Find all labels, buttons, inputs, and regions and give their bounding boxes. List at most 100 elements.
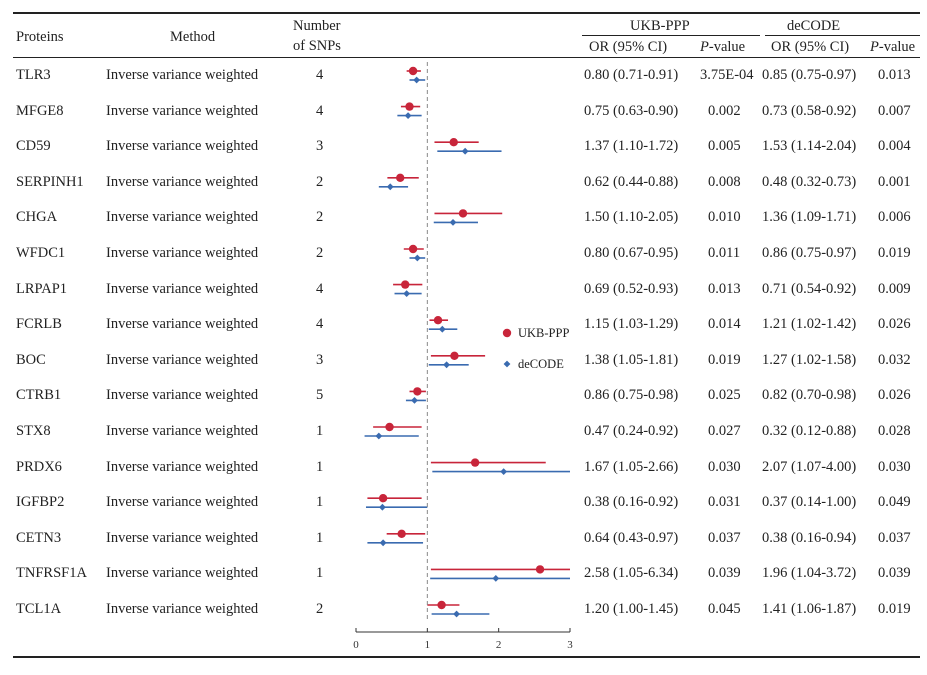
ukb-point <box>433 316 443 325</box>
ukb-pvalue: 0.031 <box>708 494 741 511</box>
decode-or-ci: 1.53 (1.14-2.04) <box>762 138 857 155</box>
decode-pvalue: 0.049 <box>878 494 911 511</box>
ukb-or-ci: 2.58 (1.05-6.34) <box>584 565 679 582</box>
snp-count: 4 <box>316 280 324 297</box>
ukb-pvalue: 0.005 <box>708 138 741 155</box>
decode-point <box>386 183 394 191</box>
ukb-or-ci: 1.50 (1.10-2.05) <box>584 209 679 226</box>
decode-or-ci: 0.73 (0.58-0.92) <box>762 102 857 119</box>
ukb-pvalue: 0.037 <box>708 529 741 546</box>
ukb-pvalue: 0.014 <box>708 316 741 333</box>
decode-point <box>500 468 508 475</box>
decode-point <box>404 112 412 119</box>
decode-or-ci: 2.07 (1.07-4.00) <box>762 458 857 475</box>
decode-pvalue: 0.030 <box>878 458 911 475</box>
decode-pvalue: 0.039 <box>878 565 911 582</box>
ukb-pvalue: 3.75E-04 <box>700 67 754 83</box>
x-tick-label: 2 <box>496 639 502 651</box>
ukb-or-ci: 1.67 (1.05-2.66) <box>584 458 679 475</box>
decode-pvalue: 0.032 <box>878 351 911 368</box>
header-decode-group: deCODE <box>787 18 841 34</box>
decode-or-ci: 0.85 (0.75-0.97) <box>762 67 857 83</box>
ukb-point <box>385 422 394 432</box>
ukb-point <box>470 458 480 467</box>
snp-count: 4 <box>316 316 324 333</box>
ukb-pvalue: 0.011 <box>708 245 741 261</box>
method-text: Inverse variance weighted <box>106 245 259 261</box>
ukb-point <box>437 600 446 610</box>
snp-count: 4 <box>316 102 324 119</box>
ukb-point <box>405 102 414 111</box>
decode-point <box>411 397 418 404</box>
decode-or-ci: 0.32 (0.12-0.88) <box>762 423 857 439</box>
ukb-or-ci: 1.37 (1.10-1.72) <box>584 138 679 155</box>
decode-pvalue: 0.037 <box>878 529 911 546</box>
ukb-point <box>408 66 418 76</box>
protein-name: CTRB1 <box>16 387 62 404</box>
header-method: Method <box>170 29 216 45</box>
snp-count: 2 <box>316 601 324 617</box>
method-text: Inverse variance weighted <box>106 423 259 439</box>
snp-count: 1 <box>316 565 324 582</box>
protein-name: CHGA <box>16 209 58 226</box>
method-text: Inverse variance weighted <box>106 494 259 511</box>
header-snps-line1: Number <box>293 18 341 34</box>
decode-or-ci: 0.86 (0.75-0.97) <box>762 245 857 261</box>
header-decode-pvalue-p: P <box>870 39 879 55</box>
header-ukb-pvalue: P-value <box>700 40 745 55</box>
decode-or-ci: 0.82 (0.70-0.98) <box>762 387 857 404</box>
method-text: Inverse variance weighted <box>106 316 259 333</box>
decode-pvalue: 0.019 <box>878 245 911 261</box>
top-rule <box>13 12 920 14</box>
method-text: Inverse variance weighted <box>106 387 259 404</box>
ukb-or-ci: 0.75 (0.63-0.90) <box>584 102 679 119</box>
ukb-point <box>535 565 545 574</box>
snp-count: 2 <box>316 173 324 190</box>
decode-pvalue: 0.026 <box>878 316 911 333</box>
header-proteins: Proteins <box>16 29 64 45</box>
decode-or-ci: 0.37 (0.14-1.00) <box>762 494 857 511</box>
protein-name: LRPAP1 <box>16 280 68 297</box>
method-text: Inverse variance weighted <box>106 102 259 119</box>
header-decode-orci: OR (95% CI) <box>771 39 850 55</box>
decode-point <box>438 325 446 333</box>
protein-name: MFGE8 <box>16 102 64 119</box>
decode-point <box>378 503 386 511</box>
method-text: Inverse variance weighted <box>106 529 259 546</box>
ukb-point <box>396 173 405 182</box>
protein-name: STX8 <box>16 423 51 439</box>
header-ukb-pvalue-p: P <box>700 39 709 55</box>
protein-name: BOC <box>16 351 46 368</box>
ukb-point <box>401 280 410 289</box>
ukb-or-ci: 0.64 (0.43-0.97) <box>584 529 679 546</box>
legend-ukb-label: UKB-PPP <box>518 326 569 340</box>
header-ukb-orci: OR (95% CI) <box>589 39 668 55</box>
ukb-pvalue: 0.025 <box>708 387 741 404</box>
decode-pvalue: 0.009 <box>878 280 911 297</box>
decode-point <box>449 219 457 226</box>
ukb-or-ci: 0.62 (0.44-0.88) <box>584 173 679 190</box>
ukb-point <box>450 351 459 360</box>
snp-count: 3 <box>316 351 324 368</box>
ukb-pvalue: 0.013 <box>708 280 741 297</box>
ukb-pvalue: 0.019 <box>708 351 741 368</box>
decode-point <box>461 147 469 155</box>
snp-count: 3 <box>316 138 324 155</box>
decode-or-ci: 1.96 (1.04-3.72) <box>762 565 857 582</box>
legend-ukb-marker <box>502 328 512 338</box>
ukb-point <box>397 529 406 538</box>
ukb-pvalue: 0.045 <box>708 601 741 617</box>
decode-point <box>375 432 383 440</box>
method-text: Inverse variance weighted <box>106 565 259 582</box>
protein-name: TNFRSF1A <box>16 565 87 582</box>
protein-name: CETN3 <box>16 529 62 546</box>
ukb-point <box>458 209 468 218</box>
ukb-or-ci: 0.69 (0.52-0.93) <box>584 280 679 297</box>
decode-pvalue: 0.028 <box>878 423 911 439</box>
method-text: Inverse variance weighted <box>106 173 259 190</box>
method-text: Inverse variance weighted <box>106 458 259 475</box>
decode-pvalue: 0.006 <box>878 209 911 226</box>
header-rule <box>13 57 920 58</box>
x-tick-label: 0 <box>353 639 359 651</box>
